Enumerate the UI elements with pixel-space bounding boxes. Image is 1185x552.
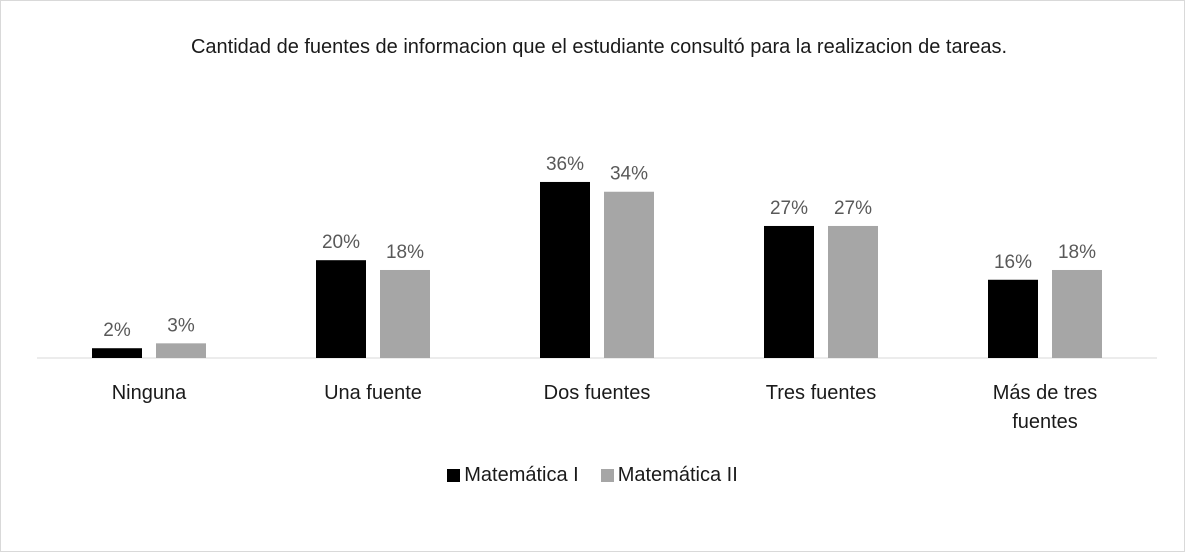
data-label: 3% xyxy=(167,315,195,336)
x-tick-label: Dos fuentes xyxy=(543,382,651,404)
legend-swatch xyxy=(447,469,461,482)
bar xyxy=(316,260,366,358)
data-label: 16% xyxy=(994,252,1032,273)
bar xyxy=(156,343,206,358)
bar xyxy=(988,279,1038,358)
legend: Matemática I Matemática II xyxy=(1,464,1184,487)
bar xyxy=(764,225,814,358)
x-tick-label: Más de tres fuentes xyxy=(992,382,1098,433)
chart-title: Cantidad de fuentes de informacion que e… xyxy=(190,36,1008,58)
data-label: 2% xyxy=(103,320,131,341)
x-tick-label: Tres fuentes xyxy=(765,382,877,404)
bar xyxy=(92,348,142,358)
data-label: 20% xyxy=(322,232,360,253)
data-label: 27% xyxy=(834,198,872,219)
bar xyxy=(540,181,590,358)
data-label: 34% xyxy=(610,164,648,185)
bar xyxy=(380,269,430,358)
legend-label: Matemática I xyxy=(464,464,579,486)
x-tick-label: Una fuente xyxy=(324,382,422,404)
legend-swatch xyxy=(600,469,614,482)
bar xyxy=(828,225,878,358)
legend-item: Matemática II xyxy=(600,464,738,487)
data-label: 36% xyxy=(546,154,584,175)
bar xyxy=(604,191,654,358)
legend-item: Matemática I xyxy=(447,464,579,487)
data-label: 18% xyxy=(386,242,424,263)
data-label: 18% xyxy=(1058,242,1096,263)
x-tick-label: Ninguna xyxy=(111,382,187,404)
legend-label: Matemática II xyxy=(617,464,738,486)
data-label: 27% xyxy=(770,198,808,219)
bar xyxy=(1052,269,1102,358)
